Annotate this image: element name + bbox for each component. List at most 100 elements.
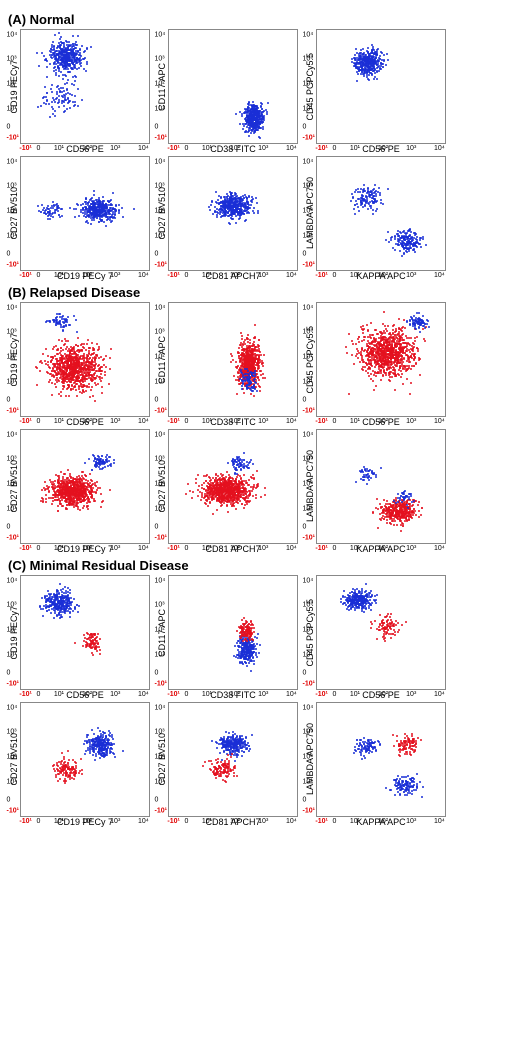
y-tick: 10⁴ bbox=[7, 431, 18, 438]
y-tick: 10³ bbox=[155, 602, 165, 609]
y-tick: -10¹ bbox=[155, 535, 167, 542]
y-tick: -10¹ bbox=[7, 535, 19, 542]
y-tick: -10¹ bbox=[303, 408, 315, 415]
x-tick: 10² bbox=[378, 691, 388, 698]
y-tick: -10¹ bbox=[155, 135, 167, 142]
x-tick: -10¹ bbox=[315, 818, 327, 825]
x-tick: 10⁴ bbox=[286, 545, 297, 552]
x-tick: -10¹ bbox=[315, 418, 327, 425]
x-tick: 10³ bbox=[110, 818, 120, 825]
scatter-plot: LAMBDA APC750-10¹010¹10²10³10⁴-10¹010¹10… bbox=[304, 156, 446, 281]
x-tick: 10³ bbox=[406, 272, 416, 279]
x-tick: 10² bbox=[82, 545, 92, 552]
x-tick: 10⁴ bbox=[286, 145, 297, 152]
x-tick: 0 bbox=[332, 818, 336, 825]
x-tick: 10⁴ bbox=[286, 818, 297, 825]
x-tick: 10³ bbox=[406, 145, 416, 152]
x-tick: 0 bbox=[184, 818, 188, 825]
x-tick: -10¹ bbox=[19, 418, 31, 425]
y-tick: 10¹ bbox=[7, 652, 17, 659]
y-tick: 0 bbox=[155, 397, 159, 404]
x-tick: 0 bbox=[332, 691, 336, 698]
scatter-plot: CD27 BV510-10¹010¹10²10³10⁴-10¹010¹10²10… bbox=[8, 702, 150, 827]
y-tick: 10¹ bbox=[155, 233, 165, 240]
x-tick: 10² bbox=[230, 691, 240, 698]
y-tick: 0 bbox=[303, 670, 307, 677]
x-tick: 10² bbox=[230, 818, 240, 825]
x-tick: 10⁴ bbox=[434, 818, 445, 825]
y-tick: 10³ bbox=[303, 56, 313, 63]
plot-row: CD27 BV510-10¹010¹10²10³10⁴-10¹010¹10²10… bbox=[8, 429, 509, 554]
y-tick: 10² bbox=[7, 208, 17, 215]
y-tick: -10¹ bbox=[303, 535, 315, 542]
x-tick: 10³ bbox=[258, 145, 268, 152]
x-tick: 10³ bbox=[258, 818, 268, 825]
x-tick: 10³ bbox=[258, 418, 268, 425]
x-tick: 10¹ bbox=[350, 545, 360, 552]
plot-canvas: -10¹010¹10²10³10⁴-10¹010¹10²10³10⁴ bbox=[20, 702, 150, 817]
x-tick: -10¹ bbox=[19, 145, 31, 152]
x-tick: 0 bbox=[36, 418, 40, 425]
x-tick: 10¹ bbox=[202, 272, 212, 279]
y-tick: 10⁴ bbox=[7, 704, 18, 711]
x-tick: 10³ bbox=[110, 145, 120, 152]
y-tick: 10¹ bbox=[155, 106, 165, 113]
x-tick: 0 bbox=[184, 272, 188, 279]
y-tick: 0 bbox=[303, 124, 307, 131]
x-tick: 10¹ bbox=[202, 691, 212, 698]
flow-cytometry-figure: (A) NormalCD19 PECy7-10¹010¹10²10³10⁴-10… bbox=[8, 12, 509, 827]
y-tick: 10² bbox=[7, 481, 17, 488]
y-tick: 0 bbox=[7, 797, 11, 804]
plot-canvas: -10¹010¹10²10³10⁴-10¹010¹10²10³10⁴ bbox=[20, 29, 150, 144]
scatter-plot: CD19 PECy7-10¹010¹10²10³10⁴-10¹010¹10²10… bbox=[8, 29, 150, 154]
y-tick: 10³ bbox=[303, 329, 313, 336]
x-tick: 10³ bbox=[406, 545, 416, 552]
x-tick: 10¹ bbox=[202, 545, 212, 552]
x-tick: 10⁴ bbox=[138, 691, 149, 698]
scatter-plot: CD117 APC-10¹010¹10²10³10⁴-10¹010¹10²10³… bbox=[156, 575, 298, 700]
plot-row: CD27 BV510-10¹010¹10²10³10⁴-10¹010¹10²10… bbox=[8, 156, 509, 281]
y-tick: 10¹ bbox=[303, 233, 313, 240]
x-tick: 0 bbox=[36, 691, 40, 698]
plot-row: CD19 PECy7-10¹010¹10²10³10⁴-10¹010¹10²10… bbox=[8, 302, 509, 427]
x-tick: 0 bbox=[36, 818, 40, 825]
scatter-plot: CD27 BV510-10¹010¹10²10³10⁴-10¹010¹10²10… bbox=[156, 156, 298, 281]
x-tick: 10² bbox=[378, 145, 388, 152]
x-tick: 10² bbox=[82, 272, 92, 279]
y-tick: -10¹ bbox=[303, 681, 315, 688]
y-tick: 10² bbox=[303, 354, 313, 361]
x-tick: -10¹ bbox=[19, 545, 31, 552]
y-tick: 10⁴ bbox=[7, 304, 18, 311]
y-tick: 10¹ bbox=[303, 106, 313, 113]
y-tick: 10² bbox=[7, 754, 17, 761]
plot-canvas: -10¹010¹10²10³10⁴-10¹010¹10²10³10⁴ bbox=[168, 429, 298, 544]
plot-canvas: -10¹010¹10²10³10⁴-10¹010¹10²10³10⁴ bbox=[316, 702, 446, 817]
x-tick: 0 bbox=[36, 545, 40, 552]
x-tick: 10² bbox=[378, 418, 388, 425]
x-tick: 10³ bbox=[406, 418, 416, 425]
plot-canvas: -10¹010¹10²10³10⁴-10¹010¹10²10³10⁴ bbox=[20, 302, 150, 417]
x-tick: 10² bbox=[378, 818, 388, 825]
y-tick: 0 bbox=[7, 397, 11, 404]
x-tick: 10⁴ bbox=[138, 145, 149, 152]
x-tick: -10¹ bbox=[315, 272, 327, 279]
x-tick: 10¹ bbox=[54, 272, 64, 279]
x-tick: 10⁴ bbox=[434, 272, 445, 279]
x-tick: 10² bbox=[230, 272, 240, 279]
x-tick: 10¹ bbox=[54, 418, 64, 425]
y-tick: 0 bbox=[303, 524, 307, 531]
y-tick: 10¹ bbox=[155, 506, 165, 513]
plot-canvas: -10¹010¹10²10³10⁴-10¹010¹10²10³10⁴ bbox=[316, 156, 446, 271]
y-tick: 0 bbox=[7, 670, 11, 677]
x-tick: -10¹ bbox=[167, 545, 179, 552]
x-tick: 10³ bbox=[110, 545, 120, 552]
y-tick: 0 bbox=[155, 670, 159, 677]
x-tick: 10¹ bbox=[54, 691, 64, 698]
y-tick: 0 bbox=[7, 524, 11, 531]
y-tick: 10² bbox=[155, 627, 165, 634]
x-tick: 10³ bbox=[258, 691, 268, 698]
plot-canvas: -10¹010¹10²10³10⁴-10¹010¹10²10³10⁴ bbox=[168, 29, 298, 144]
scatter-plot: CD117 APC-10¹010¹10²10³10⁴-10¹010¹10²10³… bbox=[156, 302, 298, 427]
y-tick: 10⁴ bbox=[7, 577, 18, 584]
y-tick: 10² bbox=[155, 354, 165, 361]
